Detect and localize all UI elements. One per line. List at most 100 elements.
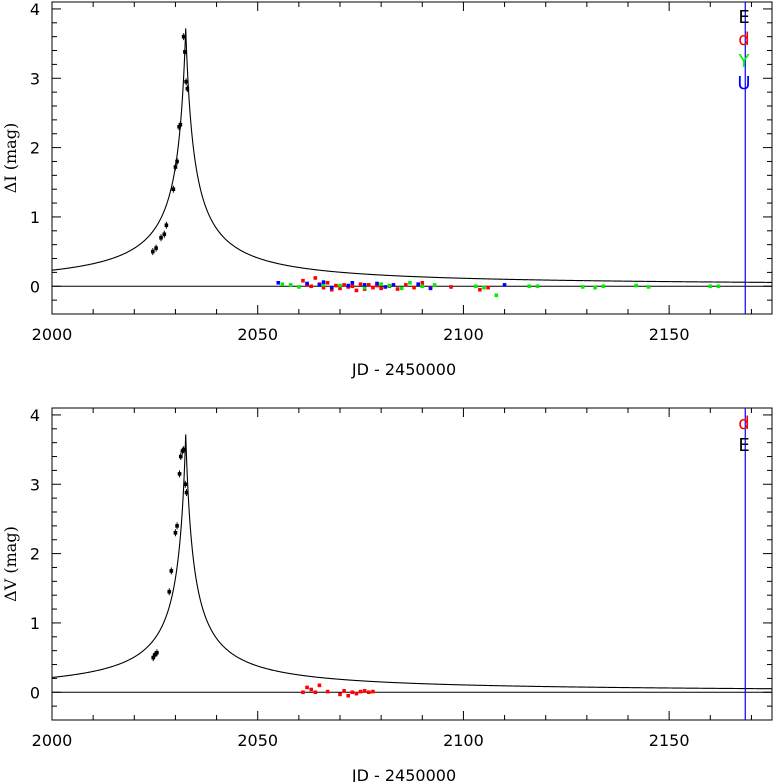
- data-point-U: [321, 280, 326, 284]
- data-point-d: [329, 287, 334, 292]
- x-tick-label: 2100: [443, 731, 484, 750]
- plot-frame: [51, 407, 773, 721]
- legend-label-E: E: [738, 435, 749, 456]
- model-curve: [52, 28, 772, 283]
- data-point-Y: [601, 284, 606, 289]
- data-point-Y: [535, 284, 540, 289]
- data-point-d: [321, 285, 326, 290]
- data-point-E: [153, 653, 157, 657]
- y-tick-label: 2: [30, 545, 40, 564]
- data-point-E: [178, 454, 183, 459]
- data-point-Y: [716, 284, 721, 289]
- data-point-d: [371, 285, 375, 290]
- data-point-E: [169, 569, 174, 573]
- data-point-U: [346, 283, 351, 288]
- x-tick-label: 2000: [32, 731, 73, 750]
- data-point-E: [185, 86, 190, 91]
- data-point-E: [155, 650, 159, 655]
- x-tick-label: 2000: [32, 325, 73, 344]
- data-point-E: [177, 125, 181, 129]
- y-tick-label: 3: [30, 69, 40, 88]
- data-point-U: [362, 283, 367, 287]
- data-point-d: [350, 690, 355, 695]
- data-point-d: [342, 689, 346, 693]
- data-point-U: [391, 283, 396, 287]
- data-point-E: [154, 246, 158, 250]
- data-point-U: [276, 281, 281, 285]
- y-tick-label: 4: [30, 0, 40, 19]
- x-tick-label: 2150: [649, 325, 690, 344]
- data-point-d: [449, 285, 453, 289]
- data-point-Y: [494, 293, 499, 298]
- data-point-d: [338, 692, 342, 697]
- y-tick-label: 0: [30, 277, 40, 296]
- data-point-d: [338, 286, 342, 291]
- legend-label-U: U: [737, 73, 750, 94]
- data-point-Y: [399, 286, 404, 291]
- x-tick-label: 2050: [237, 325, 278, 344]
- data-point-Y: [288, 283, 293, 287]
- data-point-d: [350, 284, 355, 289]
- data-point-Y: [387, 283, 392, 288]
- data-point-d: [342, 283, 346, 287]
- legend-label-Y: Y: [738, 51, 751, 72]
- top-panel-i-band: 2000 2050 2100 2150 0 1 2 3 4 JD - 2450000 ΔI (mag…: [1, 0, 773, 379]
- data-point-d: [358, 689, 363, 694]
- y-axis-title: ΔI (mag): [1, 123, 20, 193]
- data-point-U: [305, 281, 309, 286]
- data-point-U: [383, 285, 388, 289]
- data-point-d: [362, 689, 367, 693]
- data-point-d: [354, 288, 359, 293]
- data-point-d: [367, 690, 371, 695]
- data-point-d: [358, 282, 363, 286]
- plot-area: [52, 2, 772, 314]
- y-tick-label: 2: [30, 139, 40, 158]
- data-point-E: [173, 531, 178, 535]
- model-curve: [52, 434, 772, 690]
- data-point-d: [313, 690, 318, 695]
- data-point-Y: [634, 283, 639, 288]
- y-tick-label: 4: [30, 406, 40, 425]
- data-point-d: [395, 287, 400, 291]
- data-point-E: [159, 235, 163, 240]
- data-point-d: [420, 281, 425, 285]
- data-point-E: [177, 472, 182, 476]
- data-point-Y: [580, 285, 585, 289]
- data-point-Y: [482, 285, 486, 290]
- data-point-d: [354, 691, 359, 696]
- y-axis-title: ΔV (mag): [1, 526, 20, 602]
- plot-frame: [51, 1, 773, 315]
- plot-area: [52, 408, 772, 720]
- data-point-E: [171, 187, 176, 191]
- data-point-d: [371, 689, 375, 694]
- data-point-d: [317, 683, 322, 688]
- data-point-E: [178, 122, 183, 127]
- legend-label-d: d: [738, 29, 749, 50]
- data-point-d: [379, 286, 383, 291]
- legend-label-d: d: [738, 413, 749, 434]
- data-point-d: [367, 283, 371, 287]
- data-point-E: [167, 589, 172, 594]
- data-point-d: [486, 285, 490, 290]
- data-point-E: [164, 223, 169, 228]
- data-point-d: [334, 283, 338, 288]
- data-point-E: [184, 490, 189, 495]
- data-point-U: [329, 285, 334, 290]
- data-point-E: [175, 159, 179, 164]
- y-tick-label: 1: [30, 208, 40, 227]
- data-point-E: [183, 50, 187, 54]
- data-point-E: [183, 482, 188, 487]
- data-point-E: [151, 655, 156, 660]
- x-axis-title: JD - 2450000: [351, 766, 456, 782]
- data-point-Y: [280, 282, 285, 286]
- data-point-U: [375, 281, 379, 286]
- data-point-E: [181, 34, 186, 39]
- data-point-E: [162, 232, 167, 237]
- data-point-Y: [646, 285, 651, 289]
- data-point-Y: [432, 283, 437, 287]
- data-point-Y: [708, 284, 713, 289]
- data-point-U: [416, 282, 420, 286]
- data-point-d: [404, 283, 408, 287]
- data-point-d: [301, 690, 305, 695]
- data-point-U: [502, 283, 507, 287]
